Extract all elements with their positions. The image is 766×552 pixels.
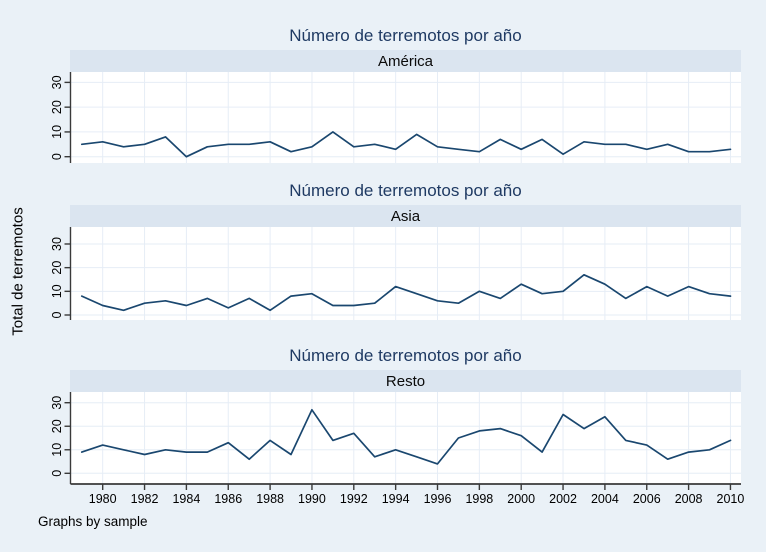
x-tick-label: 1988 bbox=[256, 492, 284, 506]
x-tick-label: 1986 bbox=[214, 492, 242, 506]
y-tick-label: 0 bbox=[50, 470, 64, 477]
y-tick-label: 30 bbox=[50, 237, 64, 251]
panel-subtitle-label: Asia bbox=[390, 207, 421, 225]
panel-subtitle-band-america: América bbox=[70, 50, 741, 72]
panel-title-america: Número de terremotos por año bbox=[289, 26, 522, 45]
panel-subtitle-band-asia: Asia bbox=[70, 205, 741, 227]
series-line bbox=[80, 408, 732, 465]
x-tick-label: 2000 bbox=[507, 492, 535, 506]
panel-subtitle-band-resto: Resto bbox=[70, 370, 741, 392]
x-tick-label: 2002 bbox=[549, 492, 577, 506]
panel-subtitle-label: Resto bbox=[385, 372, 426, 390]
plot-region bbox=[70, 72, 741, 163]
panel-plot-asia: 0 10 20 30 bbox=[50, 227, 741, 320]
y-tick-label: 10 bbox=[50, 284, 64, 298]
x-tick-label: 2008 bbox=[675, 492, 703, 506]
y-tick-label: 10 bbox=[50, 125, 64, 139]
x-tick-label: 1982 bbox=[131, 492, 159, 506]
plot-region bbox=[70, 392, 741, 484]
y-tick-label: 10 bbox=[50, 443, 64, 457]
panel-plot-america: 0 10 20 30 bbox=[50, 72, 741, 163]
x-tick-label: 1998 bbox=[465, 492, 493, 506]
y-tick-label: 0 bbox=[50, 153, 64, 160]
y-tick-label: 20 bbox=[50, 261, 64, 275]
y-tick-label: 30 bbox=[50, 396, 64, 410]
panel-title-resto: Número de terremotos por año bbox=[289, 346, 522, 365]
x-tick-label: 1996 bbox=[424, 492, 452, 506]
panel-plot-resto: 0 10 20 30 1980 1982 1984 1986 1988 1990 1992 1994 1… bbox=[50, 392, 745, 506]
x-tick-label: 2006 bbox=[633, 492, 661, 506]
x-tick-label: 1992 bbox=[340, 492, 368, 506]
x-tick-label: 1980 bbox=[89, 492, 117, 506]
y-tick-label: 30 bbox=[50, 75, 64, 89]
x-tick-label: 1984 bbox=[172, 492, 200, 506]
y-tick-label: 0 bbox=[50, 311, 64, 318]
x-tick-label: 2004 bbox=[591, 492, 619, 506]
panel-title-asia: Número de terremotos por año bbox=[289, 181, 522, 200]
y-tick-label: 20 bbox=[50, 100, 64, 114]
x-tick-label: 2010 bbox=[717, 492, 745, 506]
plot-region bbox=[70, 227, 741, 320]
series-line bbox=[80, 131, 732, 158]
y-tick-label: 20 bbox=[50, 419, 64, 433]
series-line bbox=[80, 273, 732, 312]
x-tick-label: 1990 bbox=[298, 492, 326, 506]
x-tick-label: 1994 bbox=[382, 492, 410, 506]
panel-subtitle-label: América bbox=[377, 52, 433, 70]
graphs-by-note: Graphs by sample bbox=[38, 514, 148, 529]
